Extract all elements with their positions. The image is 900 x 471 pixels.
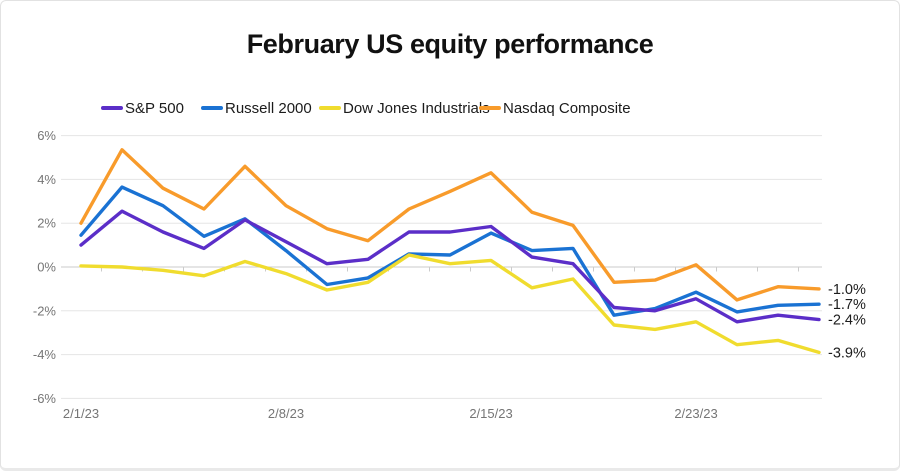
legend-item-label: Russell 2000 bbox=[225, 99, 312, 117]
series-line-dow-jones-industrials bbox=[79, 253, 821, 355]
y-axis-label: 2% bbox=[37, 216, 56, 231]
series-line-russell-2000 bbox=[79, 185, 821, 317]
end-label-s-p-500: -2.4% bbox=[828, 313, 866, 329]
x-axis-label: 2/15/23 bbox=[469, 406, 512, 421]
legend-item-label: S&P 500 bbox=[125, 99, 184, 117]
legend-swatch-icon bbox=[101, 106, 123, 110]
legend-swatch-icon bbox=[201, 106, 223, 110]
x-axis-label: 2/23/23 bbox=[674, 406, 717, 421]
end-label-nasdaq-composite: -1.0% bbox=[828, 282, 866, 298]
legend-item-s-p-500: S&P 500 bbox=[101, 98, 184, 118]
legend-item-label: Dow Jones Industrials bbox=[343, 99, 490, 117]
y-axis-label: 4% bbox=[37, 172, 56, 187]
page-title: February US equity performance bbox=[246, 29, 654, 59]
legend-item-nasdaq-composite: Nasdaq Composite bbox=[479, 98, 631, 118]
series-line-nasdaq-composite bbox=[79, 148, 821, 302]
end-label-dow-jones-industrials: -3.9% bbox=[828, 345, 866, 361]
y-axis-label: 0% bbox=[37, 260, 56, 275]
legend-item-russell-2000: Russell 2000 bbox=[201, 98, 312, 118]
legend-swatch-icon bbox=[479, 106, 501, 110]
series-line-s-p-500 bbox=[79, 209, 821, 324]
x-axis-label: 2/1/23 bbox=[63, 406, 99, 421]
y-axis-label: 6% bbox=[37, 128, 56, 143]
y-axis-label: -2% bbox=[33, 303, 57, 318]
x-axis-label: 2/8/23 bbox=[268, 406, 304, 421]
legend-item-label: Nasdaq Composite bbox=[503, 99, 631, 117]
legend-swatch-icon bbox=[319, 106, 341, 110]
end-label-russell-2000: -1.7% bbox=[828, 297, 866, 313]
legend-item-dow-jones-industrials: Dow Jones Industrials bbox=[319, 98, 490, 118]
legend: S&P 500 Russell 2000 Dow Jones Industrials… bbox=[1, 98, 899, 118]
y-axis-label: -4% bbox=[33, 347, 57, 362]
y-axis-label: -6% bbox=[33, 391, 57, 406]
